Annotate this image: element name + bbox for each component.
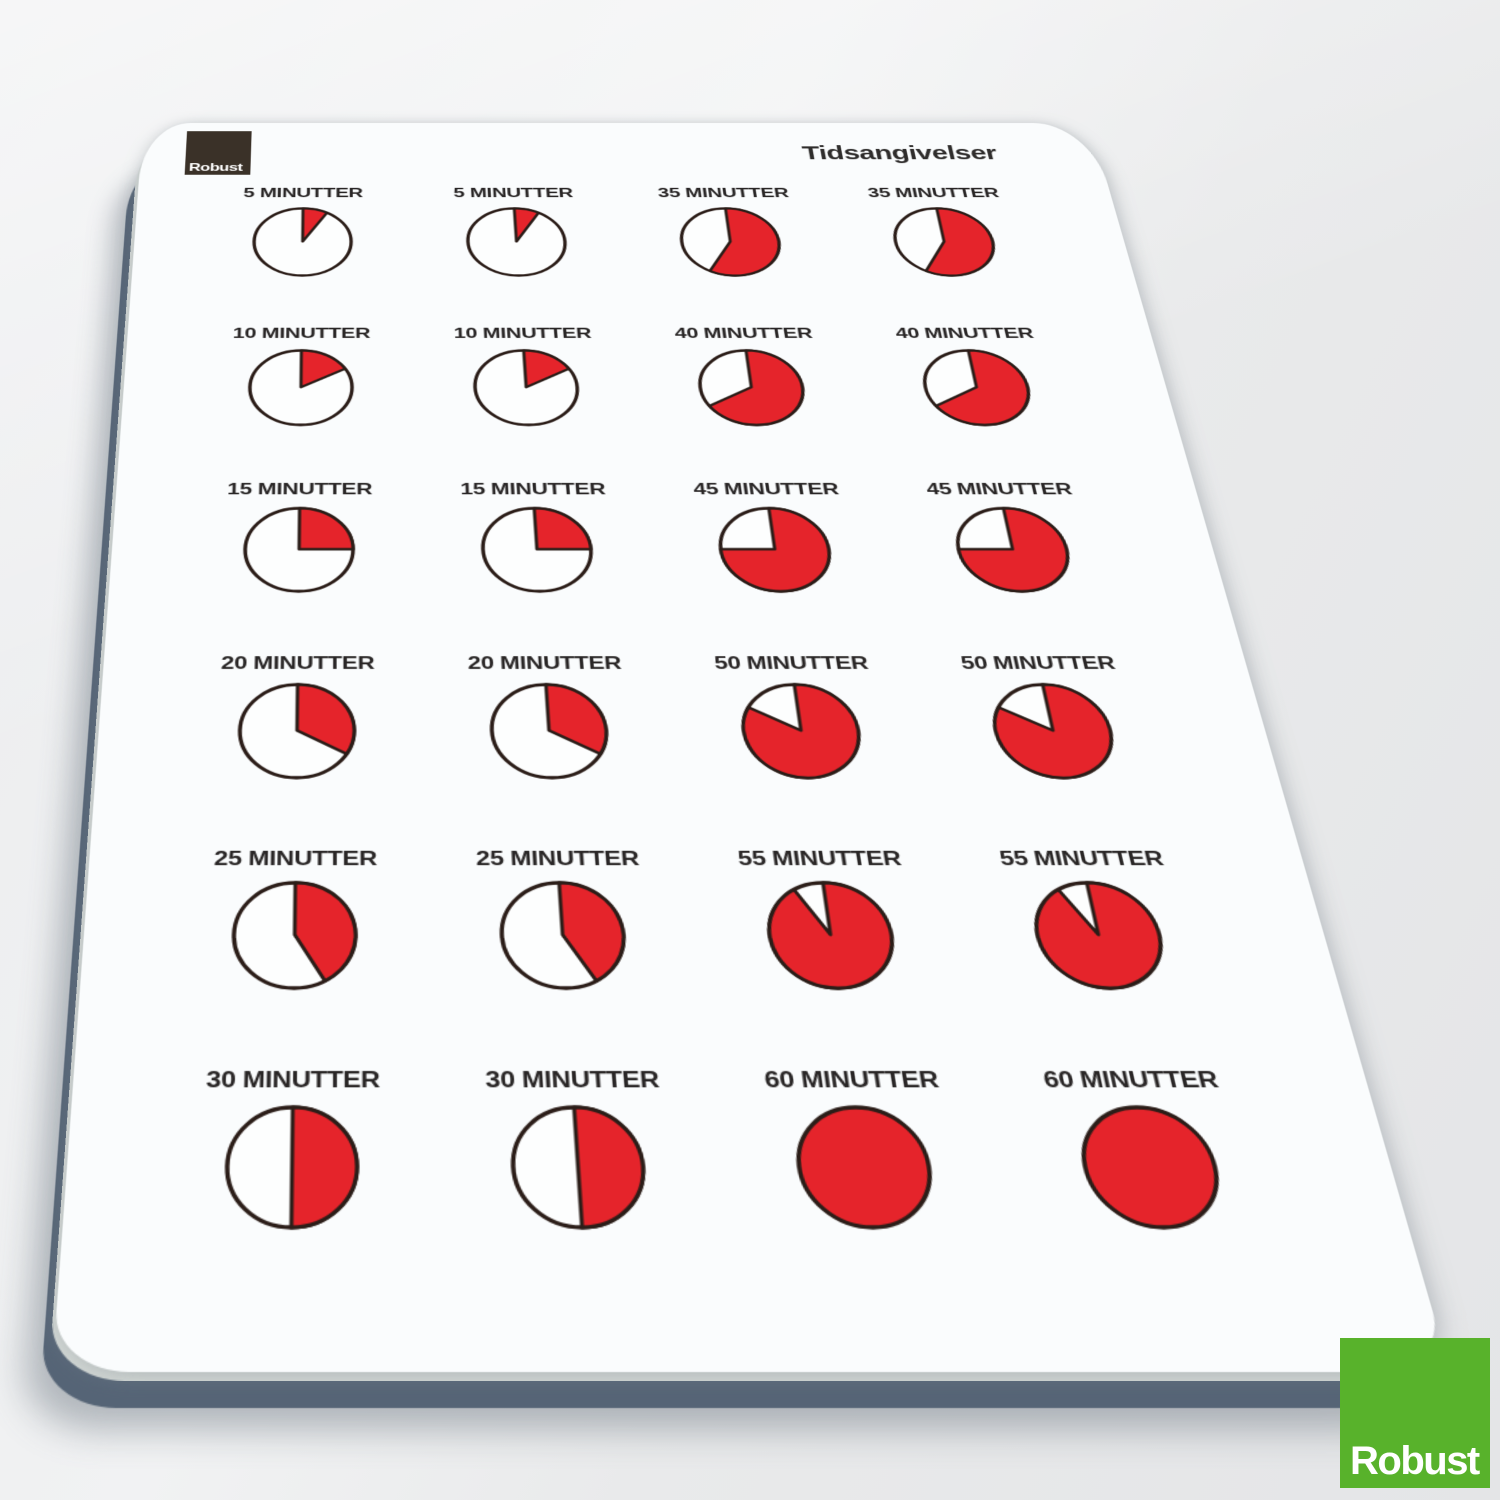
pie-chart [691, 348, 813, 429]
pie-label: 60 MINUTTER [762, 1066, 941, 1094]
pie-cell: 40 MINUTTER [853, 325, 1099, 432]
pie-cell: 35 MINUTTER [618, 185, 843, 282]
pie-label: 30 MINUTTER [205, 1066, 381, 1094]
pie-label: 15 MINUTTER [460, 479, 607, 499]
pie-chart [733, 681, 871, 782]
pie-label: 25 MINUTTER [213, 846, 378, 871]
pie-label: 5 MINUTTER [453, 185, 574, 201]
pie-cell: 10 MINUTTER [187, 325, 414, 432]
pie-chart [244, 348, 356, 429]
pie-filled-wedge [299, 508, 353, 549]
pie-label: 15 MINUTTER [226, 479, 373, 499]
pie-chart [945, 505, 1082, 595]
pie-cell: 20 MINUTTER [422, 653, 680, 787]
pie-cell: 25 MINUTTER [159, 847, 429, 998]
pie-label: 55 MINUTTER [997, 846, 1166, 871]
pie-chart [1021, 879, 1178, 993]
pie-cell: 55 MINUTTER [949, 847, 1247, 998]
pie-chart [673, 206, 788, 279]
pie-chart [1067, 1103, 1236, 1233]
pie-chart [711, 505, 841, 595]
pie-label: 30 MINUTTER [484, 1066, 661, 1094]
pie-filled-wedge [1027, 883, 1172, 988]
pie-label: 25 MINUTTER [475, 846, 641, 871]
pie-label: 50 MINUTTER [959, 652, 1118, 674]
pie-chart [981, 681, 1127, 782]
pie-label: 20 MINUTTER [220, 652, 375, 674]
pie-filled-wedge [303, 208, 327, 241]
pie-cell: 5 MINUTTER [195, 185, 410, 282]
pie-label: 40 MINUTTER [894, 324, 1036, 342]
pie-cell: 10 MINUTTER [413, 325, 643, 432]
pie-chart [239, 505, 357, 595]
pie-label: 55 MINUTTER [736, 846, 903, 871]
pie-chart [913, 348, 1041, 429]
pie-label: 50 MINUTTER [713, 652, 870, 674]
pie-cell: 30 MINUTTER [147, 1066, 436, 1238]
pie-chart [884, 206, 1005, 279]
pie-cell: 45 MINUTTER [882, 480, 1143, 599]
pie-cell: 45 MINUTTER [650, 480, 902, 599]
pie-cell: 25 MINUTTER [427, 847, 702, 998]
pie-chart [462, 206, 572, 279]
pie-label: 10 MINUTTER [453, 324, 593, 342]
pie-chart [220, 1103, 363, 1233]
pie-cell: 55 MINUTTER [688, 847, 974, 998]
pie-cell: 50 MINUTTER [914, 653, 1193, 787]
pie-label: 35 MINUTTER [866, 185, 1001, 201]
pie-filled-wedge [534, 508, 591, 549]
pie-label: 40 MINUTTER [673, 324, 814, 342]
robust-logo-green: Robust [1340, 1338, 1490, 1488]
pie-chart [786, 1103, 945, 1233]
pie-filled-wedge [574, 1107, 648, 1227]
pie-label: 35 MINUTTER [656, 185, 790, 201]
pie-cell: 50 MINUTTER [668, 653, 936, 787]
pie-cell: 15 MINUTTER [179, 480, 418, 599]
pie-filled-wedge [763, 883, 900, 988]
pie-chart [469, 348, 585, 429]
pie-filled-wedge [291, 1107, 357, 1227]
pie-label: 60 MINUTTER [1041, 1066, 1221, 1094]
pie-cell: 60 MINUTTER [712, 1066, 1019, 1238]
pie-chart [249, 206, 355, 279]
pie-chart [234, 681, 360, 782]
pie-cell: 60 MINUTTER [990, 1066, 1311, 1238]
pie-grid: 5 MINUTTER 5 MINUTTER 35 MINUTTER 35 MINUTT… [52, 123, 1450, 1372]
pie-chart [227, 879, 361, 993]
pie-chart [476, 505, 599, 595]
pie-chart [485, 681, 615, 782]
time-chart-sheet: Robust Tidsangivelser 5 MINUTTER 5 MINUTT… [52, 123, 1451, 1373]
pie-cell: 35 MINUTTER [828, 185, 1061, 282]
pie-label: 20 MINUTTER [467, 652, 623, 674]
pie-cell: 30 MINUTTER [434, 1066, 728, 1238]
pie-cell: 15 MINUTTER [417, 480, 660, 599]
pie-cell: 5 MINUTTER [409, 185, 627, 282]
robust-logo-green-label: Robust [1350, 1439, 1480, 1483]
pie-cell: 40 MINUTTER [633, 325, 871, 432]
pie-label: 10 MINUTTER [232, 324, 371, 342]
pie-label: 45 MINUTTER [924, 479, 1074, 499]
pie-chart [505, 1103, 654, 1233]
pie-chart [758, 879, 906, 993]
pie-chart [494, 879, 633, 993]
pie-label: 5 MINUTTER [243, 185, 364, 201]
pie-label: 45 MINUTTER [692, 479, 841, 499]
pie-cell: 20 MINUTTER [169, 653, 423, 787]
